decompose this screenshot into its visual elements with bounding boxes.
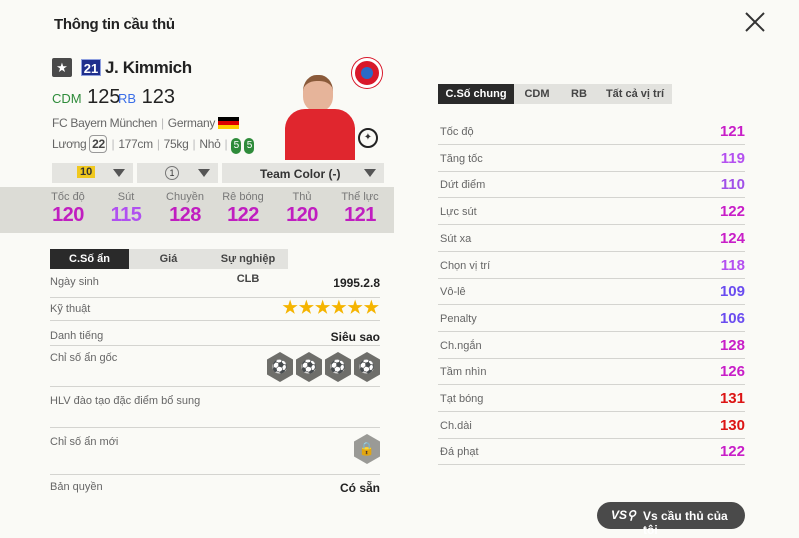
stat-pace: Tốc độ 120 bbox=[51, 191, 85, 226]
level-selector[interactable]: 1 bbox=[137, 163, 218, 183]
team-color-selector[interactable]: Team Color (-) bbox=[222, 163, 384, 183]
attribute-row: Ch.dài 130 bbox=[438, 412, 745, 439]
attribute-row: Tầm nhìn 126 bbox=[438, 358, 745, 386]
vs-search-icon: VS⚲ bbox=[611, 508, 636, 522]
attribute-row: Ch.ngắn 128 bbox=[438, 332, 745, 359]
attribute-row: Sút xa 124 bbox=[438, 225, 745, 252]
right-tabs: C.Số chung CDM RB Tất cả vị trí bbox=[438, 84, 672, 104]
stat-defending: Thủ 120 bbox=[286, 191, 318, 226]
club-logo bbox=[352, 58, 382, 88]
attribute-value: 109 bbox=[719, 283, 745, 301]
attribute-value: 126 bbox=[719, 363, 745, 381]
attribute-label: Ch.ngắn bbox=[440, 339, 482, 352]
attribute-row: Tạt bóng 131 bbox=[438, 385, 745, 412]
attribute-label: Tạt bóng bbox=[440, 393, 484, 405]
attribute-value: 106 bbox=[719, 309, 745, 327]
attribute-label: Tăng tốc bbox=[440, 152, 483, 165]
main-stats-bar: Tốc độ 120 Sút 115 Chuyền 128 Rê bóng 122 Th… bbox=[0, 187, 394, 233]
trait-icon[interactable]: ⚽ bbox=[325, 352, 351, 382]
attribute-row: Đá phạt 122 bbox=[438, 438, 745, 466]
player-name: J. Kimmich bbox=[105, 58, 192, 77]
player-photo bbox=[285, 75, 355, 160]
club-nation: FC Bayern München | Germany bbox=[52, 116, 240, 130]
attribute-label: Đá phạt bbox=[440, 446, 479, 459]
attribute-value: 122 bbox=[719, 203, 745, 221]
detail-birth: Ngày sinh 1995.2.8 bbox=[50, 276, 380, 298]
season-badge: 21 bbox=[81, 59, 101, 76]
attribute-value: 119 bbox=[720, 149, 745, 167]
stat-physical: Thể lực 121 bbox=[341, 191, 379, 226]
tab-hidden-stats[interactable]: C.Số ẩn bbox=[50, 249, 129, 269]
trait-icon[interactable]: ⚽ bbox=[267, 352, 293, 382]
compare-button[interactable]: VS⚲ Vs cầu thủ của tôi bbox=[597, 502, 745, 537]
foot-icon: 5 bbox=[244, 138, 255, 154]
attribute-label: Vô-lê bbox=[440, 286, 466, 299]
detail-license: Bản quyền Có sẵn bbox=[50, 481, 380, 495]
attribute-label: Tốc độ bbox=[440, 126, 474, 138]
attribute-row: Vô-lê 109 bbox=[438, 278, 745, 306]
detail-coach-traits: HLV đào tạo đặc điểm bổ sung bbox=[50, 387, 380, 428]
trait-icon[interactable]: ⚽ bbox=[296, 352, 322, 382]
attribute-value: 122 bbox=[719, 443, 745, 461]
attribute-value: 118 bbox=[720, 256, 745, 274]
tab-club-career[interactable]: Sự nghiệp CLB bbox=[220, 253, 276, 285]
tab-price[interactable]: Giá bbox=[159, 253, 178, 265]
physical-info: Lương 22 | 177cm | 75kg | Nhỏ | 5 5 bbox=[52, 135, 255, 154]
lock-icon: 🔒 bbox=[354, 434, 380, 464]
trait-icon[interactable]: ⚽ bbox=[354, 352, 380, 382]
skill-stars: ★★★★★★ bbox=[282, 298, 380, 317]
attribute-value: 121 bbox=[719, 123, 745, 140]
attribute-value: 130 bbox=[719, 416, 745, 434]
attribute-value: 110 bbox=[720, 176, 745, 194]
attribute-label: Dứt điểm bbox=[440, 179, 486, 192]
national-team-logo: ✦ bbox=[358, 128, 378, 148]
position-rating-cdm: CDM 125 bbox=[52, 86, 121, 108]
tab-all-positions[interactable]: Tất cả vị trí bbox=[605, 88, 665, 100]
attribute-value: 124 bbox=[719, 229, 745, 247]
attribute-value: 131 bbox=[719, 390, 745, 407]
favorite-star-button[interactable]: ★ bbox=[52, 58, 72, 77]
position-rating-rb: RB 123 bbox=[118, 86, 175, 108]
page-title: Thông tin cầu thủ bbox=[54, 16, 175, 33]
tab-rb[interactable]: RB bbox=[571, 88, 587, 100]
left-tabs: C.Số ẩn Giá Sự nghiệp CLB bbox=[50, 249, 288, 285]
tab-cdm[interactable]: CDM bbox=[524, 88, 550, 100]
tab-general-stats[interactable]: C.Số chung bbox=[438, 84, 514, 104]
attribute-row: Tăng tốc 119 bbox=[438, 145, 745, 172]
attribute-value: 128 bbox=[719, 336, 745, 354]
attribute-row: Dứt điểm 110 bbox=[438, 171, 745, 199]
attribute-label: Penalty bbox=[440, 312, 477, 325]
attribute-label: Tầm nhìn bbox=[440, 366, 487, 379]
foot-icon: 5 bbox=[231, 138, 242, 154]
upgrade-selector[interactable]: 10 bbox=[52, 163, 133, 183]
attribute-label: Sút xa bbox=[440, 232, 472, 245]
attribute-row: Lực sút 122 bbox=[438, 198, 745, 226]
attribute-row: Chọn vị trí 118 bbox=[438, 252, 745, 279]
attribute-label: Lực sút bbox=[440, 206, 477, 219]
attribute-row: Penalty 106 bbox=[438, 305, 745, 332]
detail-original-traits: Chỉ số ẩn gốc ⚽ ⚽ ⚽ ⚽ bbox=[50, 346, 380, 387]
salary-badge: 22 bbox=[89, 135, 108, 153]
stat-dribbling: Rê bóng 122 bbox=[222, 191, 264, 226]
detail-reputation: Danh tiếng Siêu sao bbox=[50, 321, 380, 346]
close-icon[interactable] bbox=[743, 10, 767, 34]
stat-passing: Chuyền 128 bbox=[166, 191, 204, 226]
attribute-label: Chọn vị trí bbox=[440, 259, 491, 272]
attribute-label: Ch.dài bbox=[440, 419, 472, 432]
detail-new-traits: Chỉ số ẩn mới 🔒 bbox=[50, 428, 380, 475]
germany-flag-icon bbox=[218, 117, 240, 129]
detail-skill: Kỹ thuật ★★★★★★ bbox=[50, 298, 380, 321]
stat-shooting: Sút 115 bbox=[110, 191, 142, 226]
attribute-row: Tốc độ 121 bbox=[438, 118, 745, 145]
